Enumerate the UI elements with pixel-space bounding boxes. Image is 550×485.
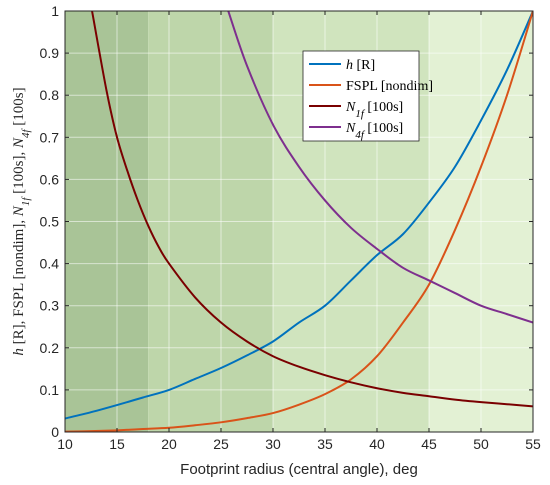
y-tick-label: 0.1 [40, 382, 60, 398]
x-tick-label: 15 [109, 436, 125, 452]
series-line-2 [65, 11, 533, 432]
legend-label-1: h [R] [346, 58, 375, 73]
x-tick-label: 10 [57, 436, 73, 452]
x-tick-label: 20 [161, 436, 177, 452]
x-tick-label: 40 [369, 436, 385, 452]
y-tick-label: 1 [51, 3, 59, 19]
x-tick-label: 30 [265, 436, 281, 452]
y-tick-labels: 0 0.1 0.2 0.3 0.4 0.5 0.6 0.7 0.8 0.9 1 [40, 3, 60, 440]
series-lines [65, 11, 533, 432]
tick-marks [64, 10, 534, 433]
y-tick-label: 0.5 [40, 214, 60, 230]
y-tick-label: 0.3 [40, 298, 60, 314]
y-tick-label: 0.7 [40, 129, 60, 145]
y-tick-label: 0.6 [40, 171, 60, 187]
y-tick-label: 0.9 [40, 45, 60, 61]
y-tick-label: 0.4 [40, 256, 60, 272]
series-line-1 [65, 11, 533, 420]
y-tick-label: 0.2 [40, 340, 60, 356]
legend-label-4: N4f [100s] [345, 121, 403, 141]
x-tick-label: 25 [213, 436, 229, 452]
series-line-3 [91, 11, 533, 408]
x-tick-label: 55 [525, 436, 541, 452]
x-tick-labels: 10 15 20 25 30 35 40 45 50 55 [57, 436, 541, 452]
legend: h [R] FSPL [nondim] N1f [100s]N4f [100s] [302, 50, 433, 142]
y-tick-label: 0.8 [40, 87, 60, 103]
y-tick-label: 0 [51, 424, 59, 440]
x-axis-label: Footprint radius (central angle), deg [180, 461, 418, 478]
series-line-4 [227, 11, 533, 324]
x-tick-label: 45 [421, 436, 437, 452]
y-axis-label: h [R], FSPL [nondim], N1f [100s], N4f [1… [11, 87, 32, 355]
legend-label-2: FSPL [nondim] [346, 79, 433, 94]
legend-label-3: N1f [100s] [345, 100, 403, 120]
x-tick-label: 35 [317, 436, 333, 452]
x-tick-label: 50 [473, 436, 489, 452]
